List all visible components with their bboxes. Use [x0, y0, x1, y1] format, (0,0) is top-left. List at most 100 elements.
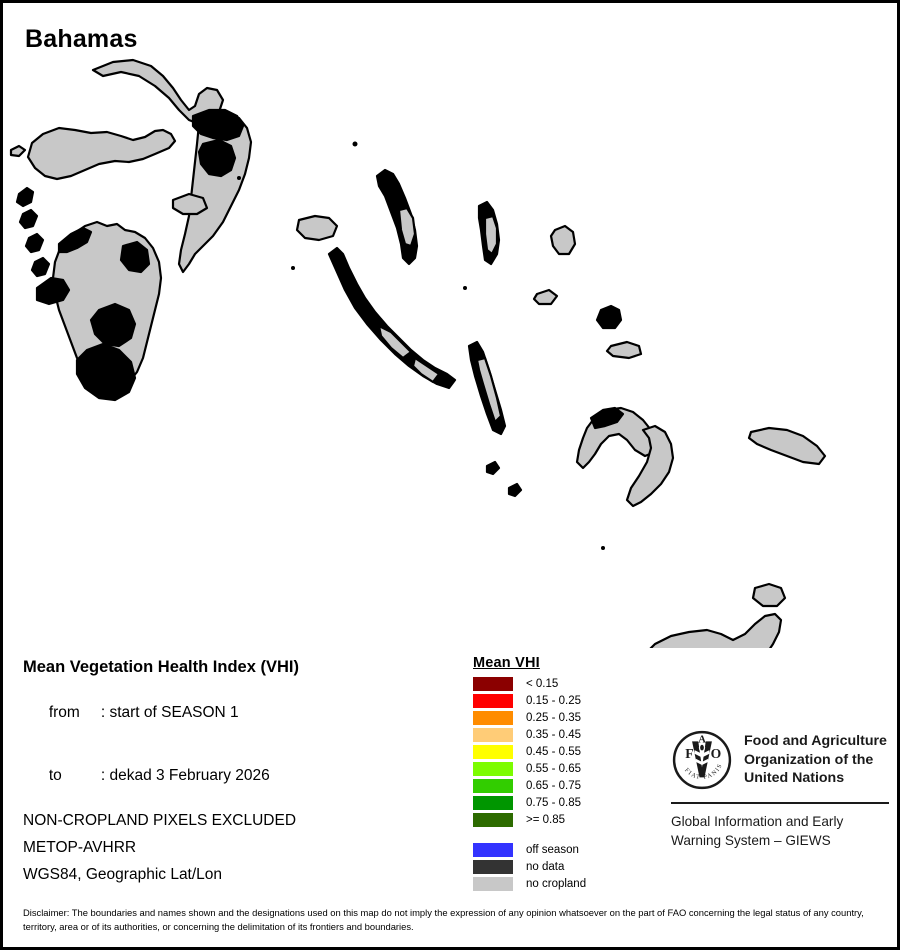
fao-logo-letter-o: O [711, 746, 722, 761]
legend-label: 0.35 - 0.45 [526, 729, 581, 741]
legend-swatch [473, 779, 513, 793]
legend-item-no-cropland: no cropland [473, 876, 653, 892]
legend-item-off-season: off season [473, 842, 653, 858]
fao-logo-letter-f: F [685, 746, 693, 761]
legend-item-055-065: 0.55 - 0.65 [473, 761, 653, 777]
legend-label: 0.25 - 0.35 [526, 712, 581, 724]
legend-swatch [473, 694, 513, 708]
legend-swatch [473, 796, 513, 810]
legend-swatch [473, 745, 513, 759]
giews-line-2: Warning System – GIEWS [671, 832, 831, 848]
island-cay-east [605, 340, 643, 360]
legend-label: 0.45 - 0.55 [526, 746, 581, 758]
island-acklins [625, 424, 675, 508]
island-grand-bahama [26, 126, 177, 181]
island-speck-3 [463, 286, 467, 290]
legend-swatch [473, 728, 513, 742]
legend-label: no data [526, 861, 565, 873]
island-bimini-2 [18, 208, 39, 230]
fao-divider [671, 802, 889, 804]
island-andros-dark-w [35, 276, 71, 306]
island-new-providence [295, 214, 339, 242]
island-abaco-cap [191, 108, 245, 142]
island-bimini-4 [30, 256, 51, 278]
island-andros-dark-ne [119, 240, 151, 274]
legend-label: 0.55 - 0.65 [526, 763, 581, 775]
info-row-from: from : start of SEASON 1 [23, 686, 443, 740]
legend-item-gte-085: >= 0.85 [473, 812, 653, 828]
island-speck-5 [237, 176, 241, 180]
info-to-key: to [48, 767, 62, 784]
island-rum-cay [549, 224, 577, 256]
legend-label: 0.15 - 0.25 [526, 695, 581, 707]
info-row-projection: WGS84, Geographic Lat/Lon [23, 866, 223, 883]
island-andros-dark-mid [89, 302, 137, 348]
legend-swatch [473, 813, 513, 827]
fao-organization-name: Food and Agriculture Organization of the… [744, 732, 887, 789]
legend-item-075-085: 0.75 - 0.85 [473, 795, 653, 811]
legend-spacer [473, 829, 653, 842]
legend-label: no cropland [526, 878, 587, 890]
legend-item-025-035: 0.25 - 0.35 [473, 710, 653, 726]
map-islands [9, 58, 827, 648]
legend-label: 0.65 - 0.75 [526, 780, 581, 792]
giews-system-name: Global Information and Early Warning Sys… [671, 813, 889, 851]
info-from-key: from [48, 704, 80, 721]
info-row-to: to: dekad 3 February 2026 [23, 749, 443, 803]
map-info-block: Mean Vegetation Health Index (VHI) from:… [23, 658, 443, 893]
legend-item-lt-015: < 0.15 [473, 676, 653, 692]
island-long-gray [475, 356, 503, 424]
bahamas-map [9, 58, 827, 648]
island-little-inagua [751, 582, 787, 608]
legend-label: 0.75 - 0.85 [526, 797, 581, 809]
legend-title: Mean VHI [473, 655, 540, 671]
fao-org-line-3: United Nations [744, 770, 845, 787]
fao-logo-icon: F A O FIAT PANIS [672, 730, 732, 790]
legend-label: >= 0.85 [526, 814, 566, 826]
island-great-inagua [649, 612, 783, 648]
island-conception [532, 288, 559, 306]
legend-item-no-data: no data [473, 859, 653, 875]
island-eleuthera-gray [397, 206, 417, 248]
island-bimini-3 [24, 232, 45, 254]
info-row-sensor: METOP-AVHRR [23, 839, 137, 856]
fao-org-line-2: Organization of the [744, 751, 874, 768]
island-crooked-dark [589, 406, 625, 430]
island-speck-4 [601, 546, 605, 550]
island-berry [171, 192, 209, 216]
island-mayaguana [747, 426, 827, 466]
legend-swatch [473, 677, 513, 691]
fao-logo-row: F A O FIAT PANIS Food and Agriculture Or… [671, 729, 889, 791]
legend-label: off season [526, 844, 579, 856]
fao-logo-letter-a: A [698, 735, 706, 746]
legend-label: < 0.15 [526, 678, 559, 690]
island-exuma-chain [327, 246, 457, 390]
info-from-value: : start of SEASON 1 [100, 704, 239, 721]
island-san-salvador [595, 304, 623, 330]
legend-swatch [473, 860, 513, 874]
legend-swatch [473, 711, 513, 725]
island-speck-2 [291, 266, 295, 270]
island-bimini-1 [15, 186, 35, 208]
island-exuma-gray-1 [377, 324, 413, 360]
island-cay-nw-1 [9, 144, 27, 158]
legend-swatch [473, 877, 513, 891]
page-title: Bahamas [25, 25, 138, 53]
legend-item-035-045: 0.35 - 0.45 [473, 727, 653, 743]
fao-org-line-1: Food and Agriculture [744, 732, 887, 749]
map-canvas [3, 58, 897, 648]
legend-swatch [473, 843, 513, 857]
giews-line-1: Global Information and Early [671, 814, 844, 829]
legend-swatch [473, 762, 513, 776]
island-andros-dark-nw [57, 226, 93, 254]
island-exuma-gray-2 [411, 356, 441, 384]
map-legend: Mean VHI < 0.15 0.15 - 0.25 0.25 - 0.35 … [473, 655, 653, 893]
island-ragged-1 [485, 460, 501, 476]
island-andros-dark-south [75, 342, 137, 402]
legend-item-015-025: 0.15 - 0.25 [473, 693, 653, 709]
island-speck-1 [352, 141, 358, 147]
fao-branding-block: F A O FIAT PANIS Food and Agriculture Or… [671, 729, 889, 851]
info-heading: Mean Vegetation Health Index (VHI) [23, 658, 299, 676]
legend-item-065-075: 0.65 - 0.75 [473, 778, 653, 794]
